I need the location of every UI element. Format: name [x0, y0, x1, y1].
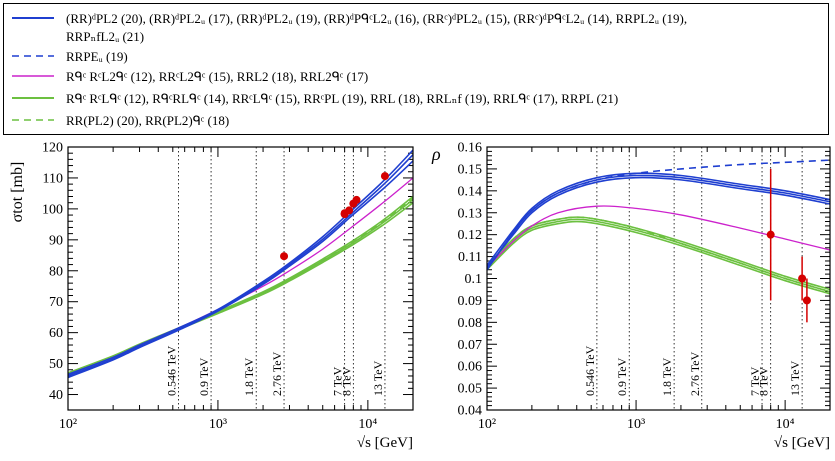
y-tick-label: 0.14: [458, 184, 483, 199]
x-tick-label: 10³: [209, 417, 227, 432]
x-tick-label: 10²: [478, 417, 496, 432]
y-axis-title: ρ: [431, 144, 441, 164]
y-tick-label: 0.12: [458, 228, 483, 243]
x-tick-label: 10²: [59, 417, 77, 432]
energy-line-label: 0.9 TeV: [197, 357, 211, 396]
energy-line-label: 0.9 TeV: [615, 357, 629, 396]
energy-line-label: 1.8 TeV: [660, 357, 674, 396]
legend-label-green-dashed: RR(PL2) (20), RR(PL2)ᑫᶜ (18): [66, 113, 230, 128]
series-line-green: [487, 216, 830, 291]
energy-line-label: 1.8 TeV: [242, 357, 256, 396]
series-line-blue: [487, 176, 830, 269]
energy-line-label: 0.546 TeV: [583, 345, 597, 396]
data-point: [798, 274, 807, 283]
x-tick-label: 10³: [627, 417, 645, 432]
series-line-green: [68, 197, 413, 374]
y-tick-label: 0.13: [458, 206, 483, 221]
y-tick-label: 0.16: [458, 141, 483, 156]
legend-label-blue: (RR)ᵈPL2 (20), (RR)ᵈPL2ᵤ (17), (RR)ᵈPL2ᵤ…: [66, 11, 688, 26]
series-line-blue: [68, 154, 413, 377]
y-tick-label: 110: [43, 171, 63, 186]
x-tick-label: 10⁴: [776, 417, 795, 432]
y-tick-label: 0.08: [458, 316, 483, 331]
series-line-blue: [487, 172, 830, 266]
plot-frame: [67, 146, 414, 411]
y-tick-label: 0.1: [465, 272, 483, 287]
series-line-green: [487, 220, 830, 295]
legend-label-magenta: Rᑫᶜ RᶜL2ᑫᶜ (12), RRᶜL2ᑫᶜ (15), RRL2 (18)…: [66, 69, 369, 84]
energy-line-label: 0.546 TeV: [165, 345, 179, 396]
y-tick-label: 120: [42, 141, 63, 156]
data-point: [280, 252, 289, 261]
x-axis-title: √s [GeV]: [774, 435, 830, 451]
plot-frame: [486, 146, 831, 411]
legend-label-blue-dashed: RRPEᵤ (19): [66, 49, 128, 64]
legend-label-blue-cont: RRPₙfL2ᵤ (21): [66, 29, 145, 44]
series-line-blue: [68, 160, 413, 379]
series-group: [68, 149, 413, 379]
series-line-blue: [68, 149, 413, 376]
energy-line-label: 2.76 TeV: [270, 351, 284, 396]
energy-line-label: 13 TeV: [371, 360, 385, 396]
legend-sample-green-dashed: [12, 119, 54, 121]
legend-sample-magenta: [12, 75, 54, 77]
y-tick-label: 90: [49, 233, 63, 248]
series-line-magenta: [487, 205, 830, 268]
data-point: [352, 195, 361, 204]
y-tick-label: 70: [49, 295, 63, 310]
series-group: [487, 159, 830, 295]
energy-line-label: 7 TeV: [331, 366, 345, 396]
series-line-green: [487, 216, 830, 293]
y-tick-label: 60: [49, 326, 63, 341]
energy-line-label: 13 TeV: [788, 360, 802, 396]
energy-line-label: 7 TeV: [748, 366, 762, 396]
energy-line-label: 2.76 TeV: [688, 351, 702, 396]
y-tick-label: 0.06: [458, 360, 483, 375]
energy-line-label: 8 TeV: [757, 366, 771, 396]
series-line-green: [68, 198, 413, 375]
y-tick-label: 0.11: [458, 250, 482, 265]
legend-label-green: Rᑫᶜ RᶜLᑫᶜ (12), RᑫᶜRLᑫᶜ (14), RRᶜLᑫᶜ (15…: [66, 91, 619, 106]
data-point: [802, 296, 811, 305]
series-line-green: [68, 202, 413, 375]
y-tick-label: 100: [42, 202, 63, 217]
series-line-green: [68, 195, 413, 374]
legend-box: (RR)ᵈPL2 (20), (RR)ᵈPL2ᵤ (17), (RR)ᵈPL2ᵤ…: [3, 3, 829, 135]
legend-sample-green: [12, 97, 54, 99]
data-point: [380, 172, 389, 181]
legend-sample-blue-dashed: [12, 55, 54, 57]
energy-line-label: 8 TeV: [339, 366, 353, 396]
y-axis-title: σtot [mb]: [9, 162, 26, 223]
series-line-green: [487, 218, 830, 293]
data-point: [345, 206, 354, 215]
y-tick-label: 0.05: [458, 382, 483, 397]
legend-sample-blue: [12, 17, 54, 19]
y-tick-label: 40: [49, 388, 63, 403]
y-tick-label: 50: [49, 357, 63, 372]
x-axis-title: √s [GeV]: [357, 435, 413, 451]
series-line-blue: [487, 174, 830, 271]
y-tick-label: 0.07: [458, 338, 483, 353]
y-tick-label: 80: [49, 264, 63, 279]
y-tick-label: 0.09: [458, 294, 483, 309]
x-tick-label: 10⁴: [358, 417, 377, 432]
y-tick-label: 0.04: [458, 404, 483, 419]
data-point: [766, 230, 775, 239]
y-tick-label: 0.15: [458, 162, 483, 177]
